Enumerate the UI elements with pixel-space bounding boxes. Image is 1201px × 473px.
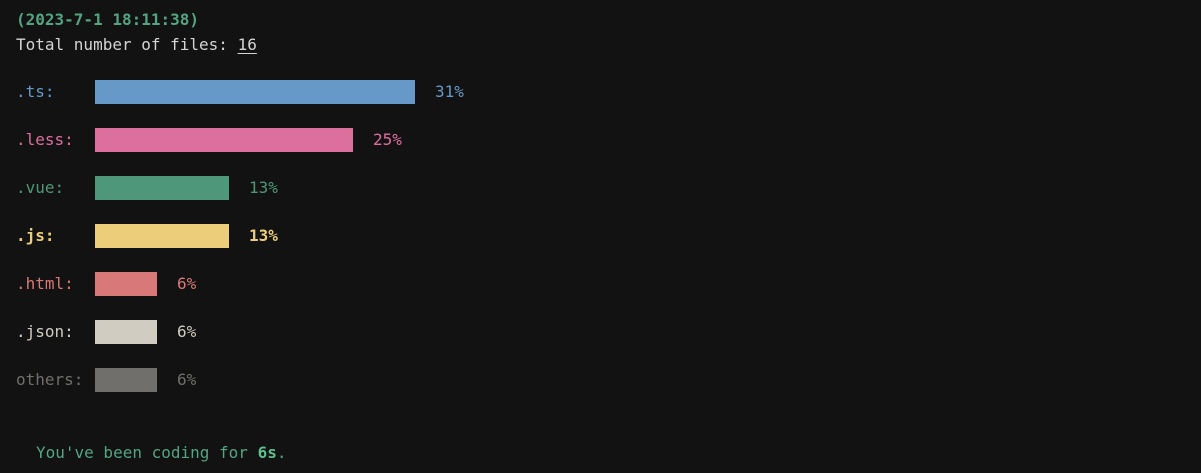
file-extension-label: .js: — [16, 226, 55, 245]
file-type-bar — [95, 368, 157, 392]
total-files-line: Total number of files: 16 — [16, 33, 257, 57]
file-type-bar — [95, 128, 353, 152]
file-extension-label: .less: — [16, 130, 74, 149]
file-extension-label: others: — [16, 370, 84, 389]
file-type-bar — [95, 320, 157, 344]
file-type-percent: 13% — [249, 226, 278, 245]
file-type-bar — [95, 80, 415, 104]
coding-time-duration: 6s — [257, 443, 277, 462]
file-extension-label: .json: — [16, 322, 74, 341]
file-type-percent: 25% — [373, 130, 402, 149]
file-type-bar — [95, 176, 229, 200]
file-type-bar — [95, 224, 229, 248]
coding-time-suffix: . — [276, 443, 287, 462]
file-type-percent: 31% — [435, 82, 464, 101]
total-files-label: Total number of files: — [16, 35, 228, 54]
coding-time-prefix: You've been coding for — [36, 443, 248, 462]
coding-time-message: You've been coding for 6s. — [36, 441, 286, 465]
file-type-bar — [95, 272, 157, 296]
file-extension-label: .vue: — [16, 178, 65, 197]
file-type-percent: 6% — [177, 370, 197, 389]
file-extension-label: .ts: — [16, 82, 55, 101]
file-type-percent: 13% — [249, 178, 278, 197]
file-type-percent: 6% — [177, 274, 197, 293]
timestamp: (2023-7-1 18:11:38) — [16, 10, 200, 29]
file-type-percent: 6% — [177, 322, 197, 341]
total-files-count: 16 — [237, 35, 257, 54]
file-extension-label: .html: — [16, 274, 74, 293]
